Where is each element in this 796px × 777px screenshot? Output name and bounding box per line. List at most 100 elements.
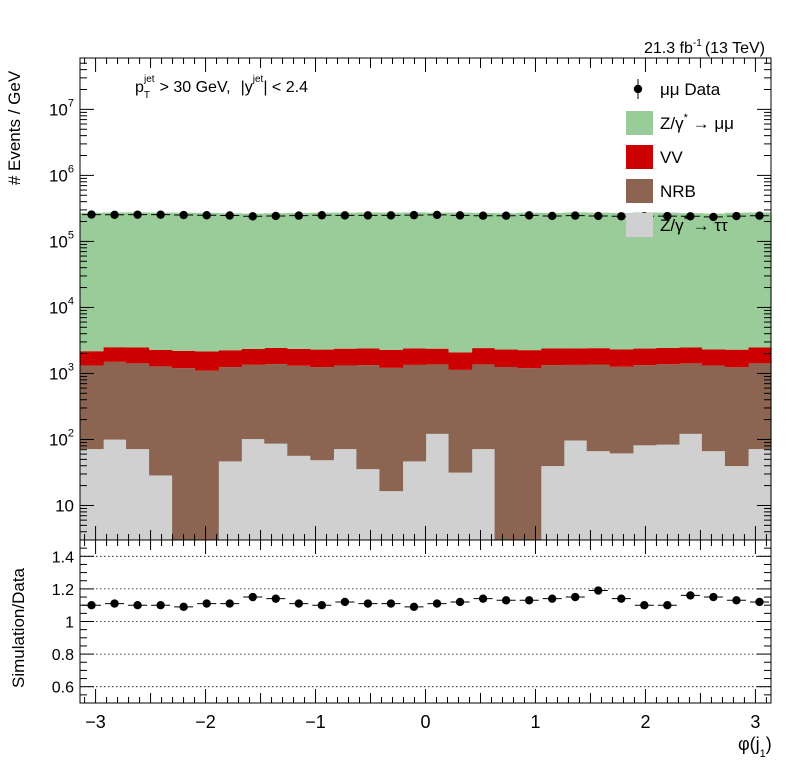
bar-ztt	[356, 469, 381, 540]
bar-zmm	[609, 212, 634, 350]
bar-ztt	[379, 491, 404, 540]
bar-nrb	[356, 365, 381, 470]
y-tick-label: 106	[49, 163, 74, 185]
ratio-y-axis: 0.6 0.8 1 1.2 1.4	[52, 539, 771, 704]
bar-vv	[563, 348, 588, 365]
bar-nrb	[218, 367, 242, 462]
y-tick-label: 103	[49, 361, 74, 383]
x-axis-title: φ(j1)	[738, 734, 772, 760]
data-point	[386, 211, 396, 220]
bar-zmm	[586, 212, 611, 349]
lumi-label: 21.3 fb-1 (13 TeV)	[644, 38, 765, 57]
data-point	[179, 210, 188, 220]
ratio-point	[594, 586, 603, 595]
bar-zmm	[264, 213, 288, 348]
bar-ztt	[609, 453, 634, 540]
bar-nrb	[264, 364, 288, 444]
data-point	[110, 210, 119, 219]
ratio-point	[455, 597, 465, 607]
y-tick-label: 107	[49, 97, 74, 119]
bar-vv	[494, 349, 519, 367]
bar-zmm	[126, 212, 150, 348]
data-point	[156, 210, 165, 219]
bar-zmm	[724, 212, 749, 350]
x-tick-label: −1	[305, 712, 326, 732]
bar-zmm	[655, 212, 680, 348]
lumi-energy: (13 TeV)	[705, 40, 765, 57]
bar-nrb	[448, 369, 473, 473]
legend-label-main: Z/γ	[660, 114, 684, 133]
lumi-value: 21.3 fb	[644, 40, 693, 57]
bar-zmm	[517, 212, 542, 351]
legend-label-main: NRB	[660, 182, 696, 201]
ratio-point	[363, 599, 373, 608]
bar-zmm	[80, 212, 104, 352]
legend-swatch-vv	[626, 145, 653, 169]
bar-nrb	[655, 364, 680, 445]
data-point	[225, 211, 234, 220]
bar-vv	[701, 349, 726, 366]
data-point	[87, 210, 96, 219]
y-tick-base: 10	[49, 298, 68, 317]
ratio-y-axis-title: Simulation/Data	[9, 567, 28, 688]
bar-vv	[80, 351, 104, 366]
ratio-point	[547, 594, 557, 603]
bar-nrb	[172, 368, 196, 540]
y-tick-base: 10	[49, 430, 68, 449]
y-tick-base: 10	[55, 496, 74, 515]
y-tick-base: 10	[49, 100, 68, 119]
cut-y: |y	[241, 79, 253, 96]
bar-zmm	[563, 212, 588, 349]
ratio-point	[524, 596, 534, 605]
data-point	[133, 210, 142, 219]
bar-vv	[172, 350, 196, 369]
bar-nrb	[149, 366, 173, 476]
data-point	[317, 211, 327, 220]
x-tick-label: 0	[420, 712, 430, 732]
data-points	[82, 210, 769, 222]
bar-zmm	[218, 213, 242, 351]
ratio-point	[386, 599, 396, 608]
ratio-point	[709, 592, 718, 602]
data-point	[432, 210, 442, 220]
stack-bars	[80, 212, 772, 540]
ratio-point	[617, 594, 626, 603]
legend-label-vv: VV	[660, 148, 683, 167]
bar-vv	[471, 348, 496, 365]
x-tick-label: −3	[85, 712, 106, 732]
bar-zmm	[448, 212, 473, 353]
ratio-point	[640, 601, 649, 610]
bar-vv	[356, 348, 381, 366]
ratio-point	[571, 592, 580, 602]
ratio-pad-frame	[79, 539, 772, 704]
bar-nrb	[241, 364, 265, 440]
x-axis-title-close: )	[766, 734, 772, 754]
bar-zmm	[379, 212, 404, 350]
ratio-y-tick-label: 0.8	[52, 647, 74, 664]
data-point	[340, 211, 350, 220]
bar-vv	[609, 349, 634, 367]
lumi-exp: -1	[693, 38, 702, 49]
bar-nrb	[333, 365, 357, 450]
x-axis-title-main: φ(j	[738, 734, 760, 754]
bar-zmm	[494, 213, 519, 350]
bar-vv	[448, 352, 473, 370]
y-tick-label: 10	[55, 496, 74, 515]
bar-vv	[333, 348, 357, 366]
bar-zmm	[103, 212, 127, 348]
bar-nrb	[195, 370, 219, 540]
legend-swatch-nrb	[626, 179, 653, 203]
cut-p: p	[135, 79, 144, 96]
bar-vv	[379, 349, 404, 368]
data-point	[686, 212, 695, 221]
bar-vv	[540, 348, 565, 366]
cut-y-sup: jet	[252, 74, 264, 85]
x-tick-label: 1	[530, 712, 540, 732]
bar-vv	[425, 348, 450, 365]
ratio-y-tick-label: 1	[65, 615, 74, 632]
legend-label-tail: → μμ	[688, 114, 734, 133]
data-point	[524, 211, 534, 220]
y-tick-base: 10	[49, 232, 68, 251]
bar-vv	[310, 349, 334, 368]
